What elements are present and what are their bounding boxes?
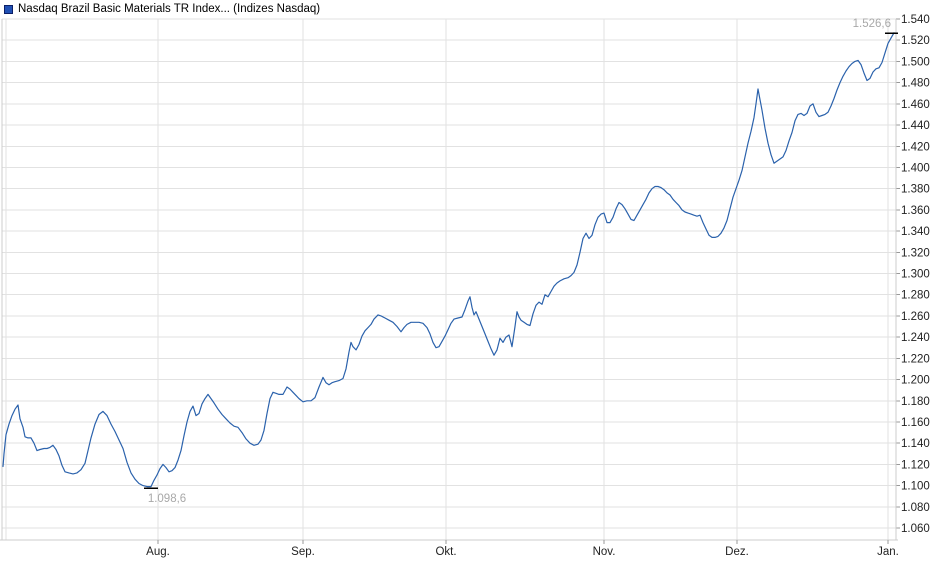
- y-axis-label: 1.480: [901, 78, 930, 90]
- y-axis-label: 1.320: [901, 247, 930, 259]
- y-axis-label: 1.240: [901, 332, 930, 344]
- y-axis-label: 1.440: [901, 120, 930, 132]
- x-axis-label: Okt.: [435, 546, 456, 558]
- y-axis-label: 1.080: [901, 502, 930, 514]
- y-axis-label: 1.540: [901, 14, 930, 26]
- legend-label: Nasdaq Brazil Basic Materials TR Index..…: [18, 3, 321, 15]
- y-axis-label: 1.260: [901, 311, 930, 323]
- y-axis-label: 1.280: [901, 290, 930, 302]
- high-value-label: 1.526,6: [853, 18, 891, 30]
- y-axis-label: 1.340: [901, 226, 930, 238]
- y-axis-label: 1.120: [901, 459, 930, 471]
- y-axis-label: 1.300: [901, 269, 930, 281]
- x-axis-label: Aug.: [146, 546, 170, 558]
- legend: Nasdaq Brazil Basic Materials TR Index..…: [4, 2, 320, 16]
- y-axis-label: 1.100: [901, 481, 930, 493]
- y-axis-label: 1.140: [901, 438, 930, 450]
- y-axis-label: 1.200: [901, 375, 930, 387]
- x-axis-label: Sep.: [291, 546, 315, 558]
- x-axis-label: Dez.: [725, 546, 749, 558]
- y-axis-label: 1.380: [901, 184, 930, 196]
- y-axis-label: 1.500: [901, 56, 930, 68]
- y-axis-label: 1.420: [901, 141, 930, 153]
- price-line: [2, 32, 895, 488]
- x-axis-label: Nov.: [593, 546, 616, 558]
- y-axis-label: 1.520: [901, 35, 930, 47]
- y-axis-label: 1.160: [901, 417, 930, 429]
- low-value-label: 1.098,6: [148, 493, 186, 505]
- series-marker-icon: [4, 4, 13, 14]
- y-axis-label: 1.220: [901, 353, 930, 365]
- y-axis-label: 1.060: [901, 523, 930, 535]
- y-axis-label: 1.460: [901, 99, 930, 111]
- y-axis-label: 1.400: [901, 162, 930, 174]
- x-axis-label: Jan.: [877, 546, 899, 558]
- y-axis-label: 1.180: [901, 396, 930, 408]
- y-axis-label: 1.360: [901, 205, 930, 217]
